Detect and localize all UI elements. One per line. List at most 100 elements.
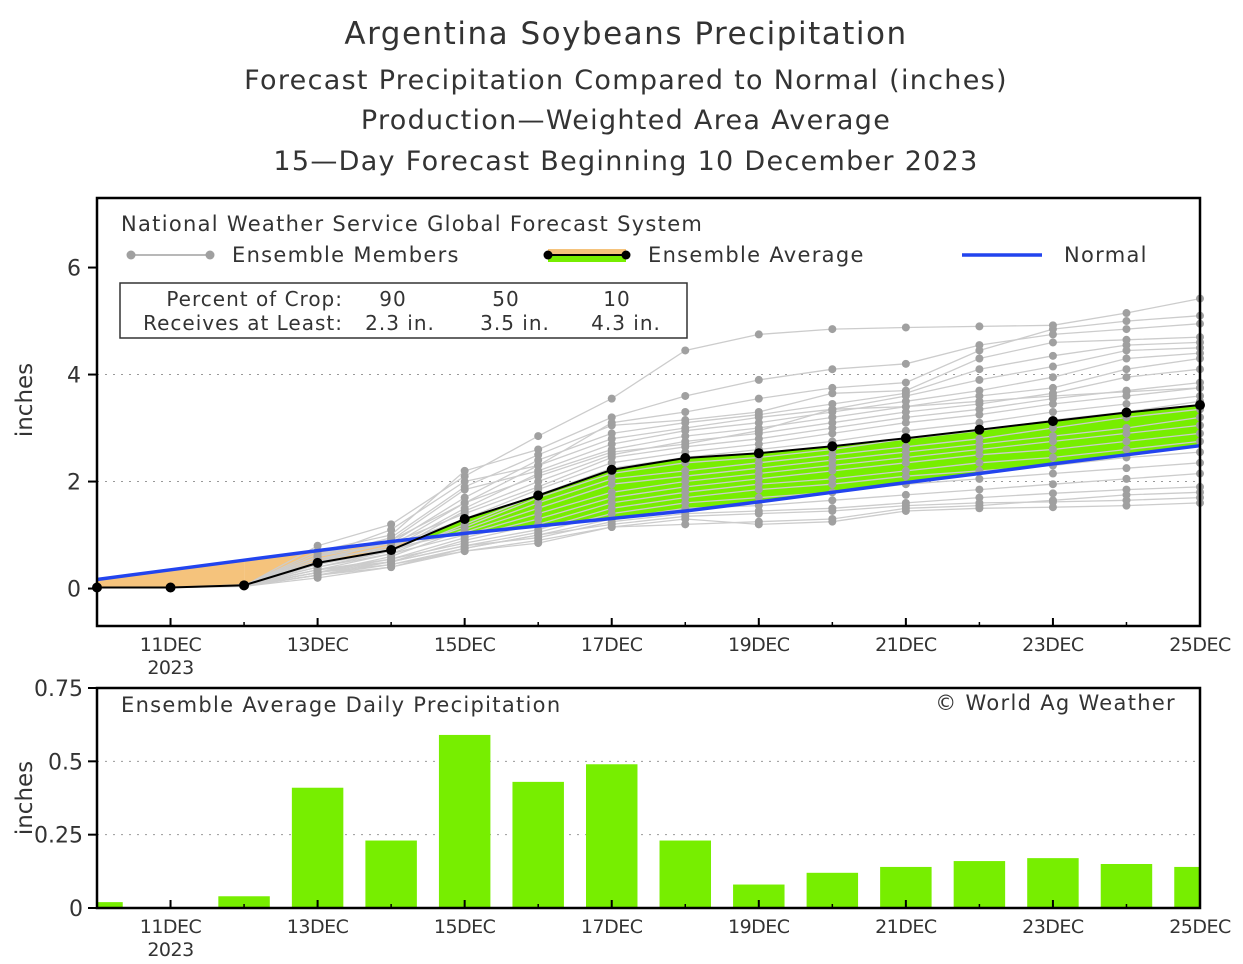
x-tick-label: 19DEC: [728, 634, 790, 656]
ensemble-member-point: [828, 466, 837, 475]
ensemble-member-point: [1122, 309, 1131, 318]
ensemble-member-point: [901, 418, 910, 427]
ensemble-member-point: [607, 448, 616, 457]
ensemble-average-point: [827, 441, 838, 452]
x-tick-label: 11DEC: [140, 634, 202, 656]
ensemble-member-point: [754, 375, 763, 384]
x-tick-label: 17DEC: [581, 634, 643, 656]
ensemble-member-point: [754, 485, 763, 494]
legend-above-swatch: [548, 255, 626, 262]
x-tick-label: 13DEC: [287, 916, 349, 938]
ensemble-member-line: [97, 496, 1201, 589]
x-tick-label: 21DEC: [875, 634, 937, 656]
ensemble-average-point: [312, 557, 323, 568]
ensemble-member-line: [97, 502, 1201, 589]
top-y-axis: 0 2 4 6: [67, 257, 97, 603]
ensemble-member-point: [1048, 480, 1057, 489]
ensemble-average-line: [97, 404, 1201, 589]
ensemble-average-point: [1047, 416, 1058, 427]
y-tick-label: 0: [69, 897, 83, 922]
legend-normal-label: Normal: [1064, 243, 1148, 267]
normal-line: [96, 443, 1201, 582]
ensemble-member-point: [1122, 445, 1131, 454]
chart-subtitle: Forecast Precipitation Compared to Norma…: [244, 65, 1008, 96]
ensemble-member-point: [1122, 429, 1131, 438]
ensemble-member-point: [313, 571, 322, 580]
daily-bar: [1027, 858, 1079, 908]
bottom-plot-frame: [95, 686, 1202, 910]
ensemble-member-point: [901, 472, 910, 481]
ensemble-member-line: [97, 416, 1201, 589]
crop-percent-box: Percent of Crop: 90 50 10 Receives at Le…: [119, 282, 688, 339]
y-tick-label: 0.5: [48, 750, 83, 775]
crop-percent-90: 90: [379, 287, 406, 311]
y-tick-label: 0: [67, 578, 81, 603]
ensemble-member-point: [828, 383, 837, 392]
ensemble-member-point: [1048, 325, 1057, 334]
crop-amount-90: 2.3 in.: [365, 311, 435, 335]
daily-bar: [218, 896, 270, 908]
top-y-axis-title: inches: [12, 363, 38, 437]
ensemble-member-point: [460, 544, 469, 553]
ensemble-member-point: [1048, 453, 1057, 462]
ensemble-member-point: [1048, 445, 1057, 454]
above-normal-fill: [979, 421, 1053, 474]
legend-average-marker: [543, 250, 553, 260]
x-tick-label: 25DEC: [1169, 916, 1231, 938]
ensemble-member-point: [1048, 424, 1057, 433]
daily-panel-title: Ensemble Average Daily Precipitation: [121, 693, 561, 717]
x-tick-label: 19DEC: [728, 916, 790, 938]
ensemble-member-point: [1122, 317, 1131, 326]
ensemble-average-point: [1121, 407, 1132, 418]
crop-box-frame: [119, 282, 688, 339]
ensemble-member-point: [460, 466, 469, 475]
ensemble-member-line: [97, 486, 1201, 589]
crop-amount-50: 3.5 in.: [480, 311, 550, 335]
ensemble-member-point: [534, 461, 543, 470]
ensemble-member-point: [975, 450, 984, 459]
ensemble-member-point: [901, 490, 910, 499]
ensemble-member-point: [901, 359, 910, 368]
ensemble-member-point: [1048, 338, 1057, 347]
ensemble-member-point: [754, 394, 763, 403]
legend-members-label: Ensemble Members: [232, 243, 460, 267]
x-tick-label: 15DEC: [434, 916, 496, 938]
ensemble-average-point: [974, 424, 985, 435]
ensemble-member-point: [1122, 373, 1131, 382]
ensemble-member-point: [754, 426, 763, 435]
ensemble-member-point: [975, 498, 984, 507]
ensemble-average-point: [680, 453, 691, 464]
ensemble-member-point: [975, 346, 984, 355]
ensemble-member-point: [1048, 408, 1057, 416]
y-tick-label: 2: [67, 471, 81, 496]
ensemble-member-point: [901, 501, 910, 510]
ensemble-member-point: [1048, 497, 1057, 506]
ensemble-member-point: [975, 410, 984, 419]
above-normal-fill: [685, 453, 759, 511]
ensemble-member-point: [828, 506, 837, 515]
ensemble-member-point: [975, 354, 984, 363]
y-tick-label: 0.75: [34, 677, 83, 702]
ensemble-member-point: [828, 405, 837, 414]
ensemble-member-point: [681, 440, 690, 449]
ensemble-member-point: [460, 477, 469, 486]
ensemble-member-point: [901, 378, 910, 387]
x-tick-label: 17DEC: [581, 916, 643, 938]
ensemble-member-point: [1048, 373, 1057, 382]
ensemble-member-point: [681, 408, 690, 416]
ensemble-member-point: [1048, 489, 1057, 498]
ensemble-member-point: [387, 563, 396, 572]
ensemble-member-point: [901, 458, 910, 467]
legend-average: Ensemble Average: [543, 243, 863, 267]
daily-bar: [512, 781, 564, 908]
legend-members-marker: [126, 250, 136, 260]
x-tick-label: 23DEC: [1022, 634, 1084, 656]
ensemble-member-point: [534, 539, 543, 548]
ensemble-member-point: [534, 531, 543, 540]
daily-bar: [659, 840, 712, 908]
ensemble-member-point: [828, 480, 837, 489]
ensemble-member-point: [1122, 399, 1131, 408]
